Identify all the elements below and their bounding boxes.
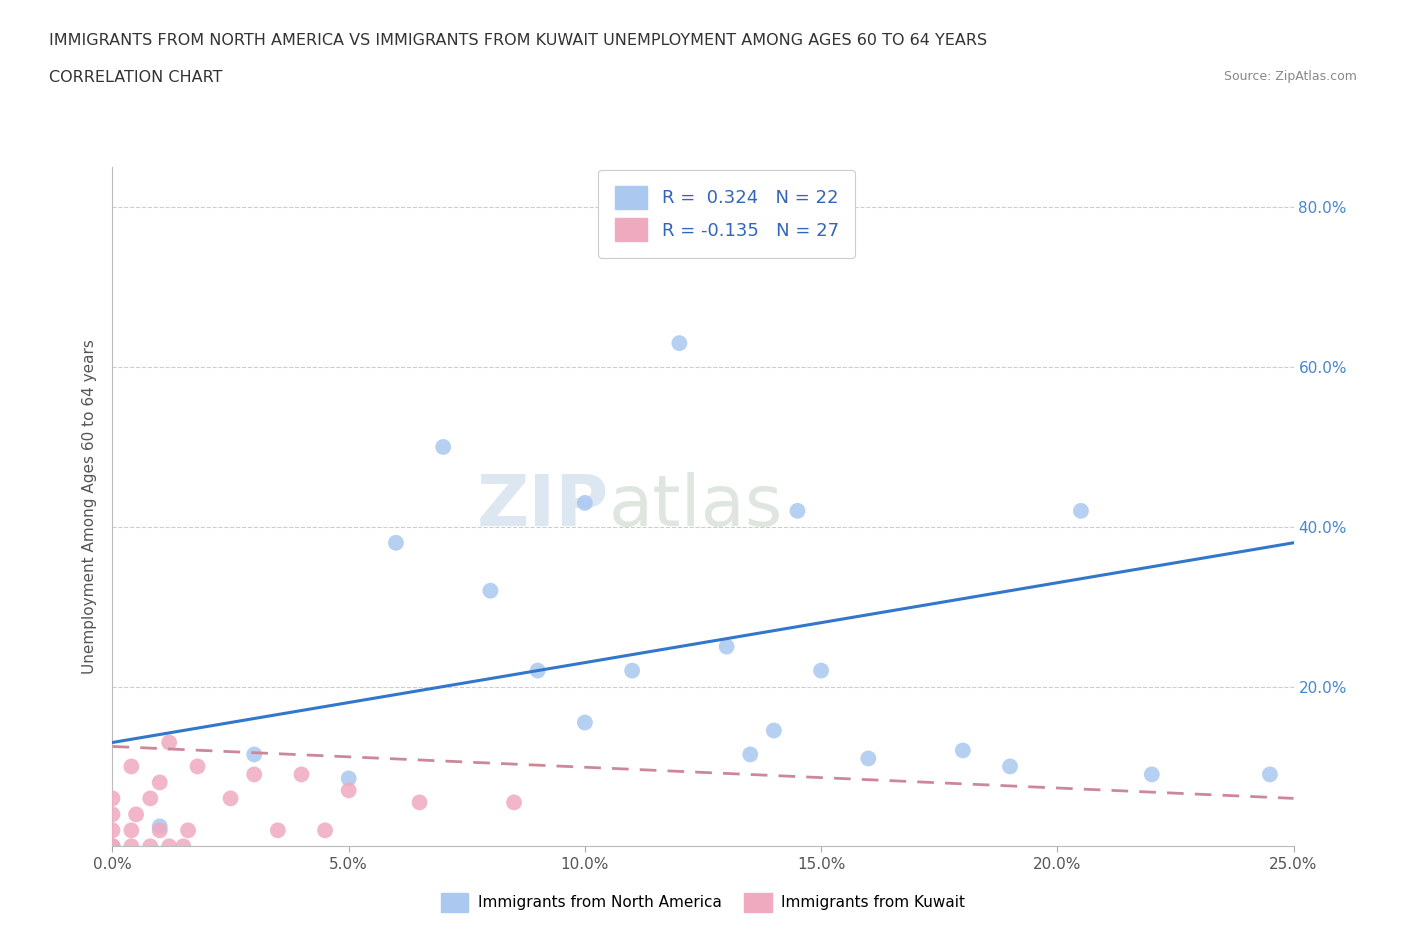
Point [139, 839, 162, 854]
Point [267, 823, 290, 838]
Point [1258, 767, 1281, 782]
Point [408, 795, 430, 810]
Text: Source: ZipAtlas.com: Source: ZipAtlas.com [1223, 70, 1357, 83]
Point [786, 503, 808, 518]
Point [120, 839, 142, 854]
Point [101, 839, 124, 854]
Point [668, 336, 690, 351]
Point [503, 795, 526, 810]
Point [740, 747, 762, 762]
Point [526, 663, 548, 678]
Point [1140, 767, 1163, 782]
Text: ZIP: ZIP [477, 472, 609, 541]
Point [219, 790, 242, 805]
Point [952, 743, 974, 758]
Point [574, 496, 596, 511]
Point [716, 639, 738, 654]
Point [139, 790, 162, 805]
Point [101, 823, 124, 838]
Point [120, 823, 142, 838]
Text: IMMIGRANTS FROM NORTH AMERICA VS IMMIGRANTS FROM KUWAIT UNEMPLOYMENT AMONG AGES : IMMIGRANTS FROM NORTH AMERICA VS IMMIGRA… [49, 33, 987, 47]
Point [314, 823, 336, 838]
Point [479, 583, 502, 598]
Point [101, 807, 124, 822]
Point [337, 783, 360, 798]
Point [101, 839, 124, 854]
Point [432, 440, 454, 455]
Point [101, 839, 124, 854]
Legend: Immigrants from North America, Immigrants from Kuwait: Immigrants from North America, Immigrant… [434, 887, 972, 918]
Point [762, 723, 785, 737]
Point [149, 819, 172, 834]
Text: CORRELATION CHART: CORRELATION CHART [49, 70, 222, 85]
Point [858, 751, 880, 766]
Legend: R =  0.324   N = 22, R = -0.135   N = 27: R = 0.324 N = 22, R = -0.135 N = 27 [599, 169, 855, 258]
Y-axis label: Unemployment Among Ages 60 to 64 years: Unemployment Among Ages 60 to 64 years [82, 339, 97, 674]
Point [621, 663, 644, 678]
Point [157, 735, 180, 750]
Text: atlas: atlas [609, 472, 783, 541]
Point [149, 775, 172, 790]
Point [186, 759, 208, 774]
Point [574, 715, 596, 730]
Point [998, 759, 1021, 774]
Point [157, 839, 180, 854]
Point [149, 823, 172, 838]
Point [177, 823, 200, 838]
Point [243, 747, 266, 762]
Point [120, 759, 142, 774]
Point [1070, 503, 1092, 518]
Point [337, 771, 360, 786]
Point [290, 767, 312, 782]
Point [172, 839, 194, 854]
Point [385, 536, 408, 551]
Point [125, 807, 148, 822]
Point [243, 767, 266, 782]
Point [810, 663, 832, 678]
Point [101, 790, 124, 805]
